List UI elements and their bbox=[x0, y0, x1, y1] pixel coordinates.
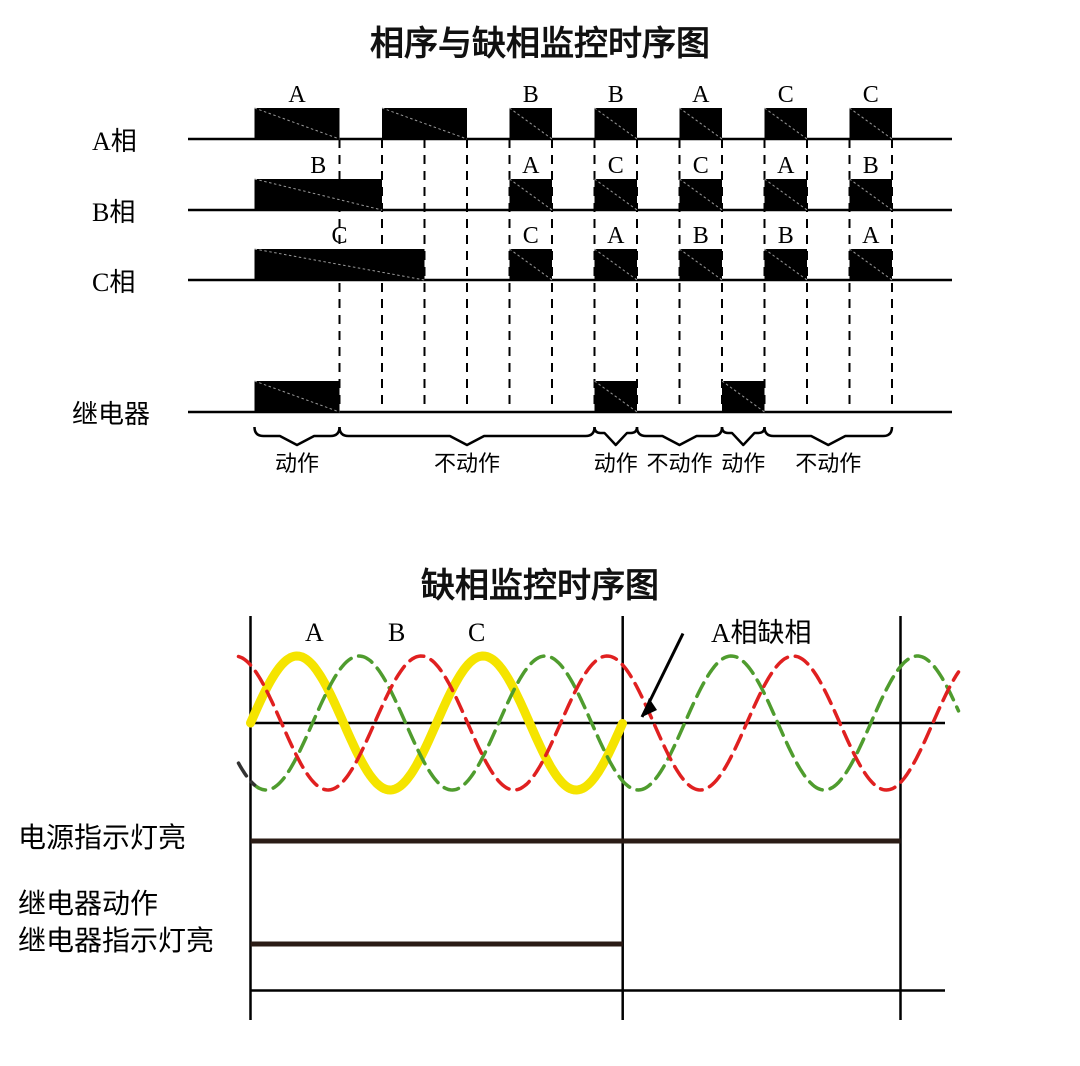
svg-text:C: C bbox=[608, 153, 624, 179]
svg-text:A: A bbox=[692, 82, 710, 108]
svg-text:C: C bbox=[863, 82, 879, 108]
svg-text:不动作: 不动作 bbox=[646, 451, 712, 476]
svg-text:动作: 动作 bbox=[721, 451, 765, 476]
svg-text:B: B bbox=[310, 153, 326, 179]
svg-text:不动作: 不动作 bbox=[795, 451, 861, 476]
svg-text:A: A bbox=[862, 223, 880, 249]
svg-text:A: A bbox=[777, 153, 795, 179]
svg-text:B: B bbox=[523, 82, 539, 108]
svg-text:不动作: 不动作 bbox=[434, 451, 500, 476]
svg-text:A: A bbox=[288, 82, 306, 108]
svg-text:A相缺相: A相缺相 bbox=[711, 618, 812, 648]
svg-text:A: A bbox=[522, 153, 540, 179]
svg-text:C: C bbox=[523, 223, 539, 249]
svg-text:C: C bbox=[693, 153, 709, 179]
svg-text:B: B bbox=[778, 223, 794, 249]
svg-text:A: A bbox=[607, 223, 625, 249]
svg-text:C: C bbox=[331, 223, 347, 249]
svg-text:B: B bbox=[693, 223, 709, 249]
svg-text:动作: 动作 bbox=[275, 451, 319, 476]
svg-text:动作: 动作 bbox=[594, 451, 638, 476]
svg-text:B: B bbox=[863, 153, 879, 179]
svg-text:C: C bbox=[778, 82, 794, 108]
svg-text:B: B bbox=[608, 82, 624, 108]
